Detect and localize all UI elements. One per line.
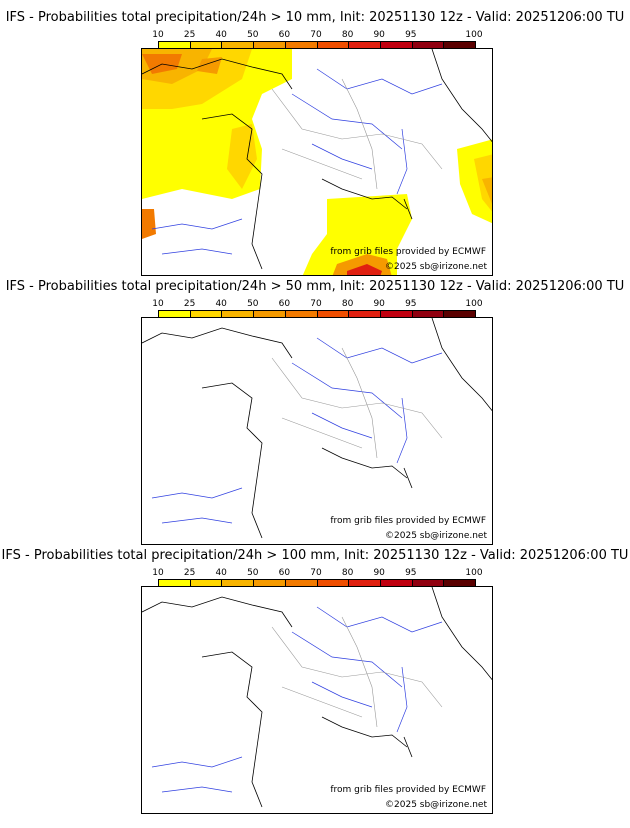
colorbar-ticks: 10 25 40 50 60 70 80 90 95 100 [152,30,482,41]
colorbar-segment [349,580,381,590]
colorbar-tick-label: 100 [465,568,483,578]
colorbar-segment [444,311,476,321]
rivers [151,68,443,255]
precip-map [142,318,492,539]
source-credit: from grib files provided by ECMWF [330,247,486,257]
map-panel-100mm: IFS - Probabilities total precipitation/… [0,548,630,816]
precip-map [142,587,492,808]
precip-map [142,49,492,275]
colorbar-segment [159,311,191,321]
colorbar-tick-label: 70 [310,30,322,40]
panel-title: IFS - Probabilities total precipitation/… [1,548,629,563]
source-credit: from grib files provided by ECMWF [330,785,486,795]
colorbar-tick-label: 90 [373,30,385,40]
map-area: from grib files provided by ECMWF ©2025 … [141,317,493,545]
coastlines [142,587,492,808]
colorbar-segment [412,311,445,321]
colorbar-segment [412,42,445,52]
coastlines [142,318,492,539]
colorbar-tick-label: 40 [215,30,227,40]
colorbar-segment [380,580,413,590]
colorbar-tick-label: 60 [278,299,291,309]
precip-field [142,49,492,275]
colorbar-tick-label: 90 [373,299,385,309]
colorbar-segment [349,311,381,321]
colorbar [158,579,476,591]
colorbar-tick-label: 80 [341,568,354,578]
borders [271,78,443,190]
colorbar-segment [317,311,350,321]
colorbar-tick-label: 40 [215,299,227,309]
colorbar-tick-label: 50 [247,568,259,578]
colorbar-tick-label: 25 [183,30,196,40]
colorbar-tick-label: 60 [278,568,291,578]
colorbar-segment [254,580,286,590]
map-panel-50mm: IFS - Probabilities total precipitation/… [0,279,630,547]
map-panel-10mm: IFS - Probabilities total precipitation/… [0,10,630,278]
rivers [151,337,443,524]
colorbar-segment [222,311,255,321]
map-area: from grib files provided by ECMWF ©2025 … [141,586,493,814]
colorbar-tick-label: 10 [152,568,164,578]
panel-title: IFS - Probabilities total precipitation/… [5,10,625,25]
map-area: from grib files provided by ECMWF ©2025 … [141,48,493,276]
colorbar-segment [190,580,223,590]
colorbar-tick-label: 50 [247,299,259,309]
colorbar-tick-label: 70 [310,568,322,578]
colorbar-segment [380,311,413,321]
colorbar-segment [222,42,255,52]
colorbar-tick-label: 10 [152,30,164,40]
colorbar-segment [285,42,318,52]
colorbar-tick-label: 100 [465,299,483,309]
colorbar-tick-label: 50 [247,30,259,40]
colorbar-ticks: 10 25 40 50 60 70 80 90 95 100 [152,299,482,310]
colorbar-segment [254,311,286,321]
colorbar-tick-label: 80 [341,30,354,40]
colorbar-tick-label: 95 [405,30,417,40]
colorbar-segment [444,42,476,52]
copyright-credit: ©2025 sb@irizone.net [385,800,487,810]
rivers [151,606,443,793]
coastlines [142,49,492,270]
colorbar-tick-label: 40 [215,568,227,578]
colorbar-tick-label: 70 [310,299,322,309]
colorbar-tick-label: 10 [152,299,164,309]
colorbar-segment [285,311,318,321]
copyright-credit: ©2025 sb@irizone.net [385,531,487,541]
colorbar-tick-label: 25 [183,568,196,578]
colorbar-segment [380,42,413,52]
colorbar-segment [412,580,445,590]
borders [271,616,443,728]
colorbar-segment [317,580,350,590]
colorbar-segment [349,42,381,52]
colorbar-tick-label: 25 [183,299,196,309]
colorbar-tick-label: 60 [278,30,291,40]
colorbar-segment [159,580,191,590]
copyright-credit: ©2025 sb@irizone.net [385,262,487,272]
colorbar-segment [285,580,318,590]
source-credit: from grib files provided by ECMWF [330,516,486,526]
colorbar-tick-label: 100 [465,30,483,40]
colorbar-tick-label: 80 [341,299,354,309]
colorbar-segment [222,580,255,590]
panel-title: IFS - Probabilities total precipitation/… [5,279,625,294]
colorbar-segment [444,580,476,590]
colorbar-tick-label: 95 [405,568,417,578]
borders [271,347,443,459]
colorbar-segment [190,42,223,52]
colorbar-segment [254,42,286,52]
colorbar-tick-label: 95 [405,299,417,309]
colorbar-segment [159,42,191,52]
colorbar-ticks: 10 25 40 50 60 70 80 90 95 100 [152,568,482,579]
colorbar-segment [190,311,223,321]
colorbar-segment [317,42,350,52]
colorbar-tick-label: 90 [373,568,385,578]
